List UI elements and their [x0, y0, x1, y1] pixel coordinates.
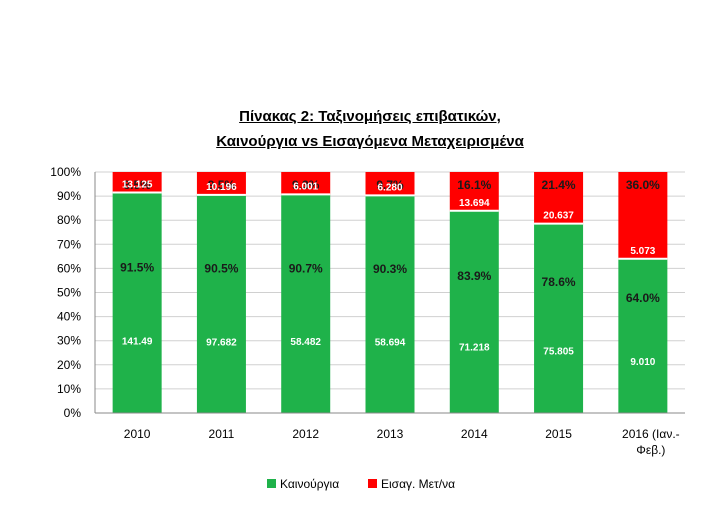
- data-label-new-count: 97.682: [206, 337, 237, 348]
- bar-segment-new: [365, 195, 415, 413]
- chart-title-line-2: Καινούργια vs Εισαγόμενα Μεταχειρισμένα: [216, 133, 524, 150]
- data-label-imported-count: 13.694: [459, 198, 490, 209]
- legend: Καινούργια Εισαγ. Μετ/να: [267, 477, 455, 491]
- y-tick-label: 80%: [57, 213, 81, 227]
- legend-swatch: [267, 479, 276, 488]
- bar-segment-imported-used: [281, 172, 331, 195]
- data-label-new-percent: 83.9%: [457, 269, 491, 283]
- bar-segment-imported-used: [196, 172, 246, 195]
- data-label-imported-percent: 16.1%: [457, 178, 491, 192]
- data-label-imported-count: 10.196: [206, 182, 237, 193]
- y-tick-label: 50%: [57, 286, 81, 300]
- x-tick-label: 2010: [124, 427, 151, 441]
- data-label-new-count: 58.694: [375, 338, 406, 349]
- data-label-imported-count: 6.001: [293, 181, 318, 192]
- chart-title-line-1: Πίνακας 2: Ταξινομήσεις επιβατικών,: [239, 108, 501, 125]
- legend-swatch: [368, 479, 377, 488]
- axes: 0% 10% 20% 30% 40% 50% 60% 70% 80% 90% 100% 2010 201…: [50, 165, 685, 457]
- bar-segment-new: [618, 258, 668, 413]
- bar-segment-imported-used: [112, 172, 162, 193]
- data-label-imported-percent: 9.7%: [376, 178, 404, 192]
- bar-segment-imported-used: [449, 172, 499, 211]
- data-label-new-percent: 90.3%: [373, 262, 407, 276]
- y-tick-label: 90%: [57, 189, 81, 203]
- data-label-new-percent: 64.0%: [626, 291, 660, 305]
- data-label-imported-percent: 9.3%: [292, 178, 320, 192]
- x-tick-label: 2014: [461, 427, 488, 441]
- x-tick-label: 2011: [209, 427, 235, 441]
- legend-label: Καινούργια: [280, 477, 339, 491]
- data-label-new-percent: 90.5%: [204, 262, 238, 276]
- data-label-imported-count: 6.280: [377, 182, 402, 193]
- data-label-new-count: 58.482: [290, 337, 321, 348]
- legend-label: Εισαγ. Μετ/να: [381, 477, 455, 491]
- y-tick-label: 30%: [57, 334, 81, 348]
- bars: [112, 172, 668, 413]
- data-label-new-percent: 78.6%: [542, 275, 576, 289]
- data-labels: 8.5%13.125 91.5% 141.49 9.5%10.196 90.5% 97.6…: [120, 178, 660, 368]
- data-label-imported-count: 20.637: [543, 211, 574, 222]
- bar-segment-new: [534, 223, 584, 413]
- y-tick-label: 100%: [50, 165, 81, 179]
- data-label-new-percent: 91.5%: [120, 261, 154, 275]
- y-tick-label: 20%: [57, 358, 81, 372]
- data-label-new-count: 141.49: [122, 337, 153, 348]
- y-tick-label: 40%: [57, 310, 81, 324]
- x-tick-label: 2013: [377, 427, 404, 441]
- y-tick-label: 10%: [57, 382, 81, 396]
- data-label-imported-percent: 21.4%: [542, 178, 576, 192]
- data-label-imported-percent: 9.5%: [208, 178, 236, 192]
- data-label-new-count: 75.805: [543, 346, 574, 357]
- data-label-new-count: 9.010: [630, 357, 655, 368]
- y-tick-label: 60%: [57, 261, 81, 275]
- bar-segment-new: [281, 194, 331, 413]
- y-tick-label: 70%: [57, 237, 81, 251]
- data-label-imported-percent: 36.0%: [626, 178, 660, 192]
- bar-segment-imported-used: [365, 172, 415, 196]
- data-label-imported-count: 5.073: [630, 246, 655, 257]
- data-label-imported-count: 13.125: [122, 179, 153, 190]
- bar-segment-new: [449, 210, 499, 413]
- bar-segment-new: [112, 192, 162, 413]
- x-tick-label: 2012: [292, 427, 319, 441]
- data-label-new-count: 71.218: [459, 342, 490, 353]
- bar-segment-imported-used: [534, 172, 584, 224]
- y-tick-label: 0%: [64, 406, 82, 420]
- bar-segment-new: [196, 194, 246, 413]
- x-tick-label: 2016 (Ιαν.-: [622, 427, 680, 441]
- data-label-imported-percent: 8.5%: [123, 178, 151, 192]
- x-tick-label: 2015: [545, 427, 572, 441]
- bar-segment-imported-used: [618, 172, 668, 259]
- x-tick-label: Φεβ.): [636, 443, 665, 457]
- data-label-new-percent: 90.7%: [289, 261, 323, 275]
